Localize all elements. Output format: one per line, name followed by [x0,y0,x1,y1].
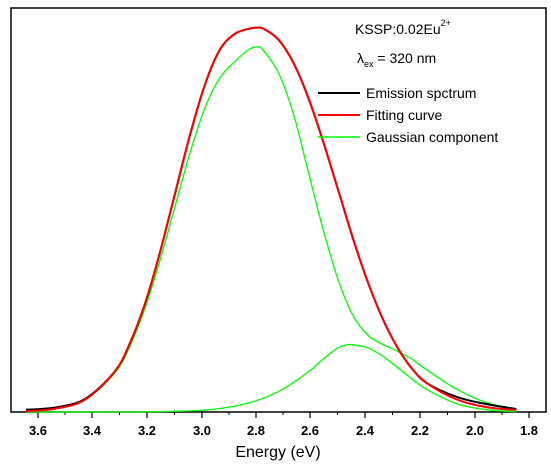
legend-gaussian-component-label: Gaussian component [366,129,498,145]
legend-fitting-curve-label: Fitting curve [366,107,442,123]
x-tick-label: 1.8 [520,423,538,438]
x-tick-label: 3.2 [138,423,156,438]
plot-frame [10,7,547,413]
x-tick-label: 2.4 [356,423,375,438]
x-axis-tick-labels: 3.6 3.4 3.2 3.0 2.8 2.6 2.4 2.2 2.0 1.8 [29,423,538,438]
legend: Emission spctrum Fitting curve Gaussian co… [318,85,498,145]
x-tick-label: 2.0 [466,423,484,438]
x-tick-label: 3.6 [29,423,47,438]
gaussian-component-2-line [25,343,517,413]
x-tick-label: 2.6 [301,423,319,438]
sample-label: KSSP:0.02Eu2+ [355,18,451,37]
x-tick-label: 3.0 [193,423,211,438]
x-axis-ticks [37,412,530,418]
series-curves [25,26,517,413]
fitting-curve-line [25,26,517,413]
gaussian-component-1-line [25,46,517,413]
x-tick-label: 2.8 [247,423,265,438]
legend-emission-spectrum-label: Emission spctrum [366,85,476,101]
x-tick-label: 2.2 [411,423,429,438]
x-axis-title: Energy (eV) [235,444,320,461]
x-tick-label: 3.4 [83,423,102,438]
excitation-label: λex = 320 nm [357,50,436,69]
